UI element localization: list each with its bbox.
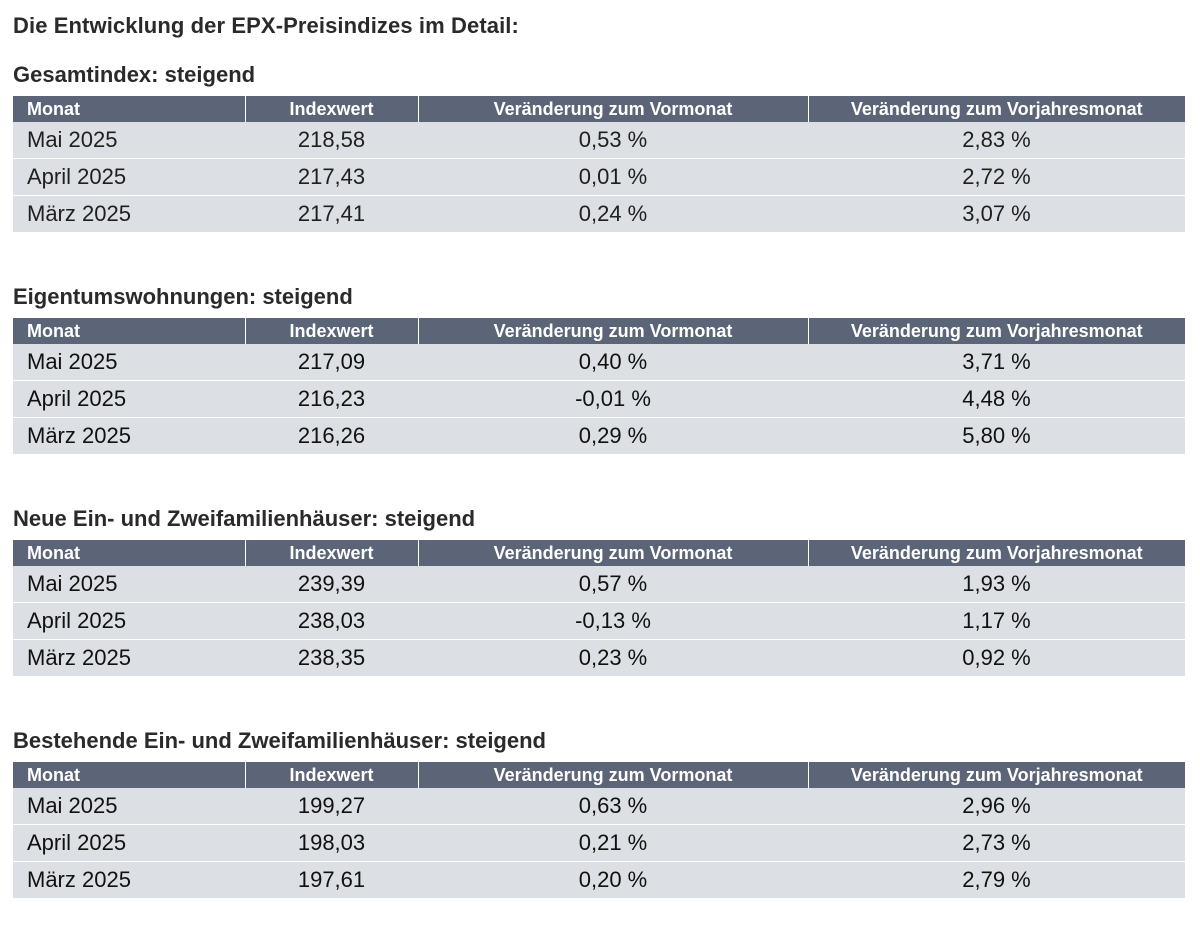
cell-yoy: 1,17 % bbox=[808, 602, 1185, 640]
header-index: Indexwert bbox=[245, 318, 419, 344]
cell-month: April 2025 bbox=[13, 380, 245, 418]
table-row: März 2025 216,26 0,29 % 5,80 % bbox=[13, 417, 1185, 454]
header-index: Indexwert bbox=[245, 762, 419, 788]
cell-index: 217,41 bbox=[245, 195, 418, 232]
cell-mom: -0,01 % bbox=[418, 380, 808, 418]
table-row: März 2025 238,35 0,23 % 0,92 % bbox=[13, 639, 1185, 676]
cell-index: 199,27 bbox=[245, 788, 418, 825]
cell-mom: 0,40 % bbox=[418, 344, 808, 381]
cell-index: 216,23 bbox=[245, 380, 418, 418]
header-yoy: Veränderung zum Vorjahresmonat bbox=[808, 96, 1185, 122]
header-mom: Veränderung zum Vormonat bbox=[418, 762, 809, 788]
table-header-row: Monat Indexwert Veränderung zum Vormonat… bbox=[13, 762, 1185, 788]
table-row: März 2025 197,61 0,20 % 2,79 % bbox=[13, 861, 1185, 898]
header-month: Monat bbox=[13, 96, 246, 122]
header-index: Indexwert bbox=[245, 540, 419, 566]
header-yoy: Veränderung zum Vorjahresmonat bbox=[808, 318, 1185, 344]
section-gesamtindex: Gesamtindex: steigend Monat Indexwert Ve… bbox=[13, 62, 1185, 232]
cell-mom: 0,21 % bbox=[418, 824, 808, 862]
cell-month: Mai 2025 bbox=[13, 788, 245, 825]
cell-month: April 2025 bbox=[13, 602, 245, 640]
cell-mom: 0,53 % bbox=[418, 122, 808, 159]
cell-yoy: 5,80 % bbox=[808, 417, 1185, 454]
cell-yoy: 4,48 % bbox=[808, 380, 1185, 418]
cell-index: 217,43 bbox=[245, 158, 418, 196]
section-title: Eigentumswohnungen: steigend bbox=[13, 284, 353, 309]
cell-index: 239,39 bbox=[245, 566, 418, 603]
section-title: Gesamtindex: steigend bbox=[13, 62, 256, 87]
cell-month: März 2025 bbox=[13, 861, 245, 898]
cell-yoy: 2,72 % bbox=[808, 158, 1185, 196]
index-table: Monat Indexwert Veränderung zum Vormonat… bbox=[13, 318, 1185, 454]
page-title: Die Entwicklung der EPX-Preisindizes im … bbox=[13, 13, 519, 38]
section-neue-ein-zweifamilienhaeuser: Neue Ein- und Zweifamilienhäuser: steige… bbox=[13, 506, 1185, 676]
section-eigentumswohnungen: Eigentumswohnungen: steigend Monat Index… bbox=[13, 284, 1185, 454]
header-month: Monat bbox=[13, 540, 246, 566]
cell-mom: -0,13 % bbox=[418, 602, 808, 640]
table-row: April 2025 216,23 -0,01 % 4,48 % bbox=[13, 380, 1185, 418]
table-row: Mai 2025 217,09 0,40 % 3,71 % bbox=[13, 344, 1185, 381]
cell-month: April 2025 bbox=[13, 158, 245, 196]
table-row: Mai 2025 239,39 0,57 % 1,93 % bbox=[13, 566, 1185, 603]
table-row: Mai 2025 218,58 0,53 % 2,83 % bbox=[13, 122, 1185, 159]
cell-yoy: 3,71 % bbox=[808, 344, 1185, 381]
cell-index: 218,58 bbox=[245, 122, 418, 159]
table-header-row: Monat Indexwert Veränderung zum Vormonat… bbox=[13, 540, 1185, 566]
cell-month: Mai 2025 bbox=[13, 122, 245, 159]
cell-month: März 2025 bbox=[13, 417, 245, 454]
table-row: Mai 2025 199,27 0,63 % 2,96 % bbox=[13, 788, 1185, 825]
cell-mom: 0,01 % bbox=[418, 158, 808, 196]
cell-yoy: 1,93 % bbox=[808, 566, 1185, 603]
header-mom: Veränderung zum Vormonat bbox=[418, 540, 809, 566]
header-mom: Veränderung zum Vormonat bbox=[418, 318, 809, 344]
table-row: April 2025 238,03 -0,13 % 1,17 % bbox=[13, 602, 1185, 640]
cell-month: Mai 2025 bbox=[13, 344, 245, 381]
cell-month: April 2025 bbox=[13, 824, 245, 862]
table-header-row: Monat Indexwert Veränderung zum Vormonat… bbox=[13, 318, 1185, 344]
header-month: Monat bbox=[13, 762, 246, 788]
cell-mom: 0,23 % bbox=[418, 639, 808, 676]
section-bestehende-ein-zweifamilienhaeuser: Bestehende Ein- und Zweifamilienhäuser: … bbox=[13, 728, 1185, 898]
cell-yoy: 2,83 % bbox=[808, 122, 1185, 159]
cell-yoy: 2,79 % bbox=[808, 861, 1185, 898]
cell-month: März 2025 bbox=[13, 639, 245, 676]
cell-index: 197,61 bbox=[245, 861, 418, 898]
cell-mom: 0,63 % bbox=[418, 788, 808, 825]
cell-mom: 0,57 % bbox=[418, 566, 808, 603]
table-row: März 2025 217,41 0,24 % 3,07 % bbox=[13, 195, 1185, 232]
cell-month: März 2025 bbox=[13, 195, 245, 232]
cell-mom: 0,29 % bbox=[418, 417, 808, 454]
section-title: Bestehende Ein- und Zweifamilienhäuser: … bbox=[13, 728, 546, 753]
cell-index: 238,35 bbox=[245, 639, 418, 676]
table-row: April 2025 198,03 0,21 % 2,73 % bbox=[13, 824, 1185, 862]
header-yoy: Veränderung zum Vorjahresmonat bbox=[808, 762, 1185, 788]
table-row: April 2025 217,43 0,01 % 2,72 % bbox=[13, 158, 1185, 196]
index-table: Monat Indexwert Veränderung zum Vormonat… bbox=[13, 762, 1185, 898]
index-table: Monat Indexwert Veränderung zum Vormonat… bbox=[13, 540, 1185, 676]
cell-yoy: 0,92 % bbox=[808, 639, 1185, 676]
header-mom: Veränderung zum Vormonat bbox=[418, 96, 809, 122]
table-header-row: Monat Indexwert Veränderung zum Vormonat… bbox=[13, 96, 1185, 122]
header-yoy: Veränderung zum Vorjahresmonat bbox=[808, 540, 1185, 566]
cell-yoy: 3,07 % bbox=[808, 195, 1185, 232]
header-index: Indexwert bbox=[245, 96, 419, 122]
section-title: Neue Ein- und Zweifamilienhäuser: steige… bbox=[13, 506, 476, 531]
cell-index: 217,09 bbox=[245, 344, 418, 381]
index-table: Monat Indexwert Veränderung zum Vormonat… bbox=[13, 96, 1185, 232]
cell-mom: 0,20 % bbox=[418, 861, 808, 898]
cell-month: Mai 2025 bbox=[13, 566, 245, 603]
cell-mom: 0,24 % bbox=[418, 195, 808, 232]
cell-yoy: 2,73 % bbox=[808, 824, 1185, 862]
cell-index: 216,26 bbox=[245, 417, 418, 454]
cell-index: 198,03 bbox=[245, 824, 418, 862]
header-month: Monat bbox=[13, 318, 246, 344]
cell-yoy: 2,96 % bbox=[808, 788, 1185, 825]
cell-index: 238,03 bbox=[245, 602, 418, 640]
